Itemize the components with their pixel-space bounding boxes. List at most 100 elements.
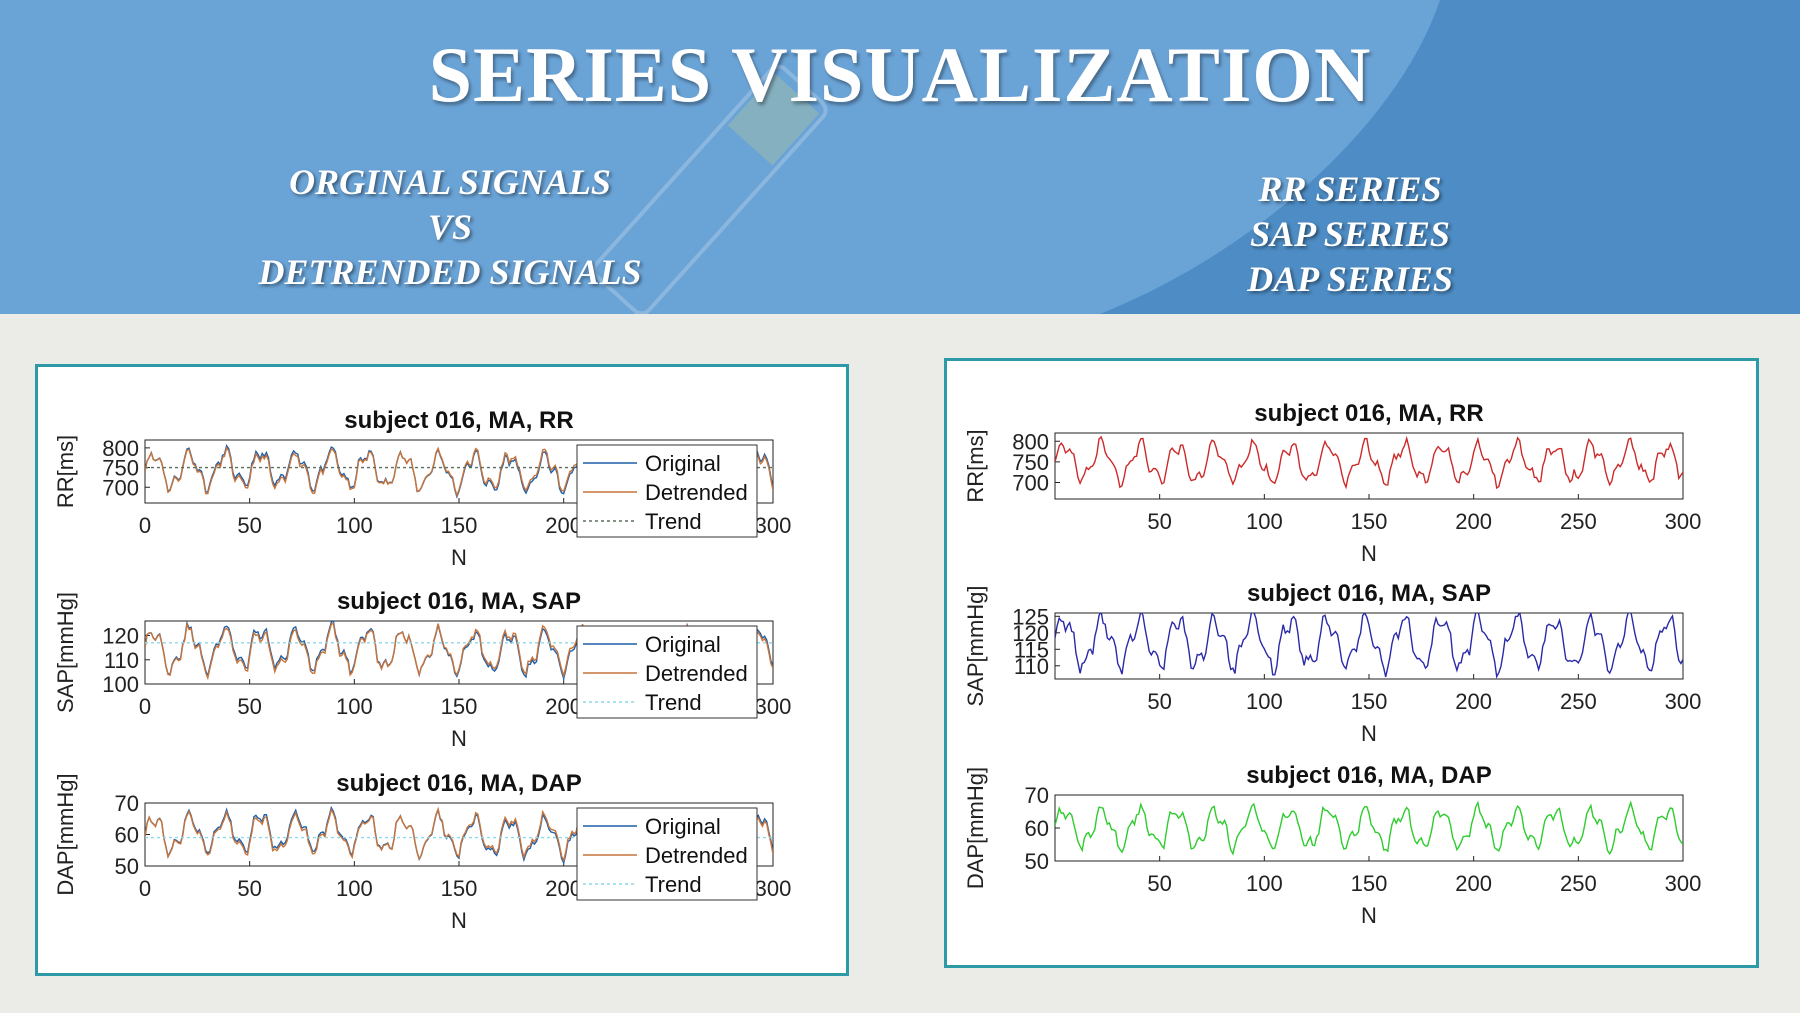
plot-area (1054, 794, 1684, 862)
legend-label: Original (645, 632, 721, 657)
series-group (1055, 613, 1683, 679)
subplot-2: subject 016, MA, DAP05010015020025030050… (53, 770, 791, 933)
x-tick-label: 50 (237, 513, 261, 538)
left-subtitle-line: DETRENDED SIGNALS (258, 252, 642, 292)
x-tick-label: 100 (1246, 509, 1283, 534)
chart-title: subject 016, MA, RR (1254, 400, 1483, 427)
x-tick-label: 200 (545, 876, 582, 901)
x-tick-label: 0 (139, 694, 151, 719)
subplot-0: subject 016, MA, RR050100150200250300700… (53, 407, 791, 570)
x-tick-label: 300 (1665, 871, 1702, 896)
x-tick-label: 150 (1351, 689, 1388, 714)
x-tick-label: 100 (336, 694, 373, 719)
x-tick-label: 250 (1560, 689, 1597, 714)
chart-title: subject 016, MA, DAP (336, 770, 581, 797)
series-group (1055, 800, 1683, 856)
x-tick-label: 300 (1665, 689, 1702, 714)
x-tick-label: 300 (755, 513, 792, 538)
y-tick-label: 800 (1012, 429, 1049, 454)
chart-title: subject 016, MA, SAP (1247, 580, 1491, 607)
x-axis-label: N (1361, 903, 1377, 928)
legend-label: Detrended (645, 480, 748, 505)
x-tick-label: 150 (441, 876, 478, 901)
chart-title: subject 016, MA, SAP (337, 588, 581, 615)
subplot-3: subject 016, MA, RR 50 100 150 200 250 300 7007… (963, 400, 1701, 566)
x-tick-label: 150 (441, 513, 478, 538)
chart-title: subject 016, MA, RR (344, 407, 573, 434)
x-tick-label: 100 (336, 876, 373, 901)
series-line (1055, 613, 1683, 679)
y-tick-label: 110 (1014, 654, 1049, 679)
x-tick-label: 200 (1455, 689, 1492, 714)
legend-label: Original (645, 814, 721, 839)
y-tick-label: 50 (1025, 849, 1049, 874)
y-tick-label: 700 (102, 475, 139, 500)
y-tick-label: 60 (1025, 816, 1049, 841)
x-axis-label: N (1361, 721, 1377, 746)
y-tick-label: 800 (102, 436, 139, 461)
subplot-1: subject 016, MA, SAP05010015020025030010… (53, 588, 791, 751)
page-title: SERIES VISUALIZATION (428, 31, 1372, 118)
legend-label: Original (645, 451, 721, 476)
x-tick-label: 150 (1351, 871, 1388, 896)
x-tick-label: 200 (1455, 509, 1492, 534)
y-axis-label: DAP[mmHg] (963, 767, 988, 889)
x-tick-label: 100 (1246, 689, 1283, 714)
slide-header: SERIES VISUALIZATION ORGINAL SIGNALS VS … (0, 0, 1800, 314)
y-tick-label: 50 (115, 854, 139, 879)
right-subtitle-line: DAP SERIES (1247, 259, 1453, 299)
x-tick-label: 50 (237, 694, 261, 719)
x-tick-label: 200 (1455, 871, 1492, 896)
x-tick-label: 50 (1147, 871, 1171, 896)
y-tick-label: 700 (1012, 471, 1049, 496)
y-tick-label: 70 (115, 791, 139, 816)
right-figure-panel: subject 016, MA, RR 50 100 150 200 250 300 700 7… (944, 358, 1759, 968)
x-tick-label: 100 (1246, 871, 1283, 896)
y-axis-label: RR[ms] (963, 429, 988, 502)
x-tick-label: 150 (441, 694, 478, 719)
header-background (0, 0, 1440, 314)
y-tick-label: 750 (102, 456, 139, 481)
x-tick-label: 200 (545, 694, 582, 719)
x-tick-label: 250 (1560, 509, 1597, 534)
left-figure: subject 016, MA, RR050100150200250300700… (53, 407, 791, 933)
y-axis-label: DAP[mmHg] (53, 773, 78, 895)
legend-label: Trend (645, 872, 702, 897)
y-tick-label: 60 (115, 823, 139, 848)
x-tick-label: 100 (336, 513, 373, 538)
y-tick-label: 100 (102, 672, 139, 697)
y-axis-label: SAP[mmHg] (963, 585, 988, 706)
x-tick-label: 0 (139, 876, 151, 901)
legend-label: Detrended (645, 661, 748, 686)
series-group (1055, 435, 1683, 490)
y-tick-label: 70 (1025, 783, 1049, 808)
y-axis-label: RR[ms] (53, 435, 78, 508)
x-axis-label: N (451, 908, 467, 933)
x-tick-label: 300 (1665, 509, 1702, 534)
right-subtitle-line: RR SERIES (1258, 169, 1442, 209)
legend-label: Trend (645, 509, 702, 534)
x-tick-label: 300 (755, 694, 792, 719)
subplot-4: subject 016, MA, SAP 50 100 150 200 250 300 110… (963, 580, 1701, 746)
x-axis-label: N (1361, 541, 1377, 566)
y-tick-label: 120 (1012, 621, 1049, 646)
y-tick-label: 120 (102, 624, 139, 649)
x-tick-label: 50 (1147, 509, 1171, 534)
y-tick-label: 125 (1012, 604, 1049, 629)
chart-title: subject 016, MA, DAP (1246, 762, 1491, 789)
series-line (1055, 800, 1683, 856)
y-axis-label: SAP[mmHg] (53, 592, 78, 713)
x-axis-label: N (451, 545, 467, 570)
legend-label: Trend (645, 690, 702, 715)
series-line (1055, 435, 1683, 490)
x-tick-label: 200 (545, 513, 582, 538)
left-figure-panel: subject 016, MA, RR050100150200250300700… (35, 364, 849, 976)
y-tick-label: 110 (104, 648, 139, 673)
subplot-5: subject 016, MA, DAP 50 100 150 200 250 300 50 6… (963, 762, 1701, 928)
right-subtitle: RR SERIES SAP SERIES DAP SERIES (1150, 167, 1550, 302)
x-tick-label: 250 (1560, 871, 1597, 896)
x-tick-label: 300 (755, 876, 792, 901)
x-tick-label: 150 (1351, 509, 1388, 534)
right-figure: subject 016, MA, RR 50 100 150 200 250 300 700 7… (963, 400, 1701, 928)
right-subtitle-line: SAP SERIES (1250, 214, 1450, 254)
